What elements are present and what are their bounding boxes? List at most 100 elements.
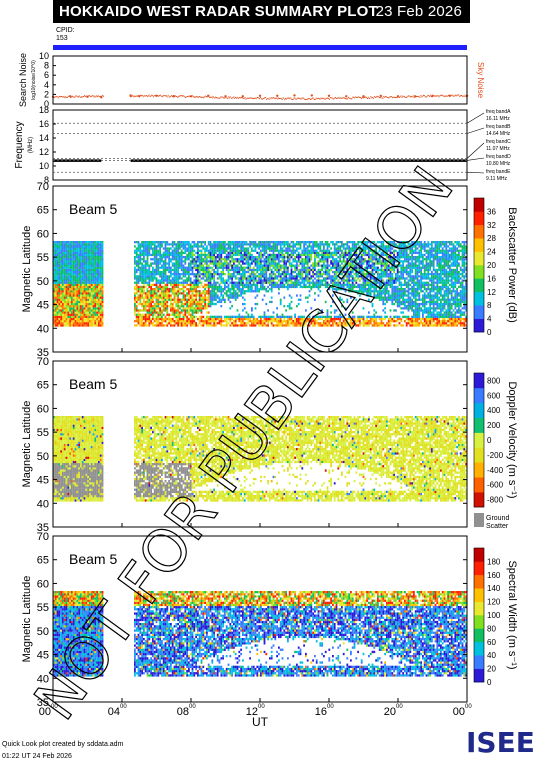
power-cell <box>346 241 349 244</box>
power-cell <box>78 311 80 314</box>
noise-sample <box>173 96 175 98</box>
power-cell <box>87 305 89 308</box>
power-cell <box>74 315 77 318</box>
power-cell <box>346 279 349 282</box>
power-cell <box>67 256 70 259</box>
power-cell <box>245 279 248 282</box>
power-cell <box>240 258 242 261</box>
power-cell <box>294 324 296 327</box>
power-cell <box>222 279 224 282</box>
power-cell <box>274 324 277 327</box>
power-cell <box>251 241 253 244</box>
power-cell <box>305 296 307 299</box>
power-cell <box>252 322 255 325</box>
power-cell <box>144 279 147 282</box>
noise-sample <box>236 96 238 98</box>
noise-sample <box>295 98 297 100</box>
power-cell <box>76 253 79 257</box>
power-cell <box>94 320 97 323</box>
power-cell <box>134 266 136 269</box>
noise-sample <box>267 98 269 100</box>
power-cell <box>211 268 214 272</box>
power-cell <box>206 256 208 259</box>
power-cell <box>157 270 160 274</box>
power-cell <box>209 302 212 306</box>
power-cell <box>242 283 244 286</box>
power-cell <box>65 256 68 259</box>
power-cell <box>179 283 181 286</box>
power-cell <box>90 268 93 272</box>
power-cell <box>92 277 95 280</box>
power-cell <box>76 268 79 272</box>
power-cell <box>135 249 138 252</box>
power-cell <box>96 264 98 267</box>
power-cell <box>333 243 336 246</box>
power-cell <box>98 251 100 254</box>
power-cell <box>182 283 185 286</box>
power-cell <box>337 283 340 286</box>
power-cell <box>225 247 228 250</box>
power-cell <box>285 260 287 263</box>
power-cell <box>62 324 64 327</box>
power-cell <box>65 288 68 291</box>
power-cell <box>152 307 154 310</box>
noise-sample <box>147 95 149 97</box>
power-cell <box>342 324 345 327</box>
power-cell <box>56 292 59 295</box>
power-cell <box>72 266 75 269</box>
power-cell <box>71 302 73 306</box>
power-cell <box>333 309 336 312</box>
noise-sample <box>224 97 226 99</box>
power-cell <box>220 266 223 269</box>
noise-sample <box>403 95 405 97</box>
power-cell <box>76 298 79 301</box>
power-cell <box>58 298 61 301</box>
power-cell <box>251 258 253 261</box>
power-cell <box>229 268 232 272</box>
power-cell <box>254 275 257 278</box>
power-cell <box>308 243 311 246</box>
power-cell <box>60 264 62 267</box>
power-cell <box>281 322 284 325</box>
power-cell <box>193 307 196 310</box>
power-cell <box>89 294 91 297</box>
power-cell <box>170 273 172 276</box>
power-cell <box>78 264 80 267</box>
power-cell <box>74 256 77 259</box>
power-cell <box>177 305 179 308</box>
power-cell <box>258 266 260 269</box>
power-cell <box>76 324 79 327</box>
power-cell <box>215 241 217 244</box>
power-cell <box>283 305 286 308</box>
power-cell <box>337 324 340 327</box>
power-cell <box>146 241 149 244</box>
power-cell <box>279 253 282 257</box>
power-cell <box>78 266 80 269</box>
power-cell <box>296 294 298 297</box>
power-cell <box>155 277 158 280</box>
power-cell <box>225 322 228 325</box>
noise-sample <box>230 97 232 99</box>
power-cell <box>238 258 241 261</box>
power-cell <box>54 268 57 272</box>
power-cell <box>202 270 205 274</box>
power-cell <box>263 277 266 280</box>
power-cell <box>258 279 260 282</box>
power-cell <box>90 264 93 267</box>
power-cell <box>206 283 208 286</box>
noise-sample <box>147 95 148 97</box>
power-cell <box>150 307 152 310</box>
power-cell <box>81 311 84 314</box>
power-cell <box>85 320 88 323</box>
power-cell <box>69 307 71 310</box>
power-cell <box>350 283 352 286</box>
power-cell <box>81 256 84 259</box>
power-cell <box>135 241 138 244</box>
power-cell <box>195 288 197 291</box>
power-cell <box>101 241 104 244</box>
power-cell <box>197 281 199 284</box>
power-cell <box>87 277 89 280</box>
power-cell <box>159 311 161 314</box>
power-cell <box>260 275 262 278</box>
power-cell <box>267 290 269 293</box>
